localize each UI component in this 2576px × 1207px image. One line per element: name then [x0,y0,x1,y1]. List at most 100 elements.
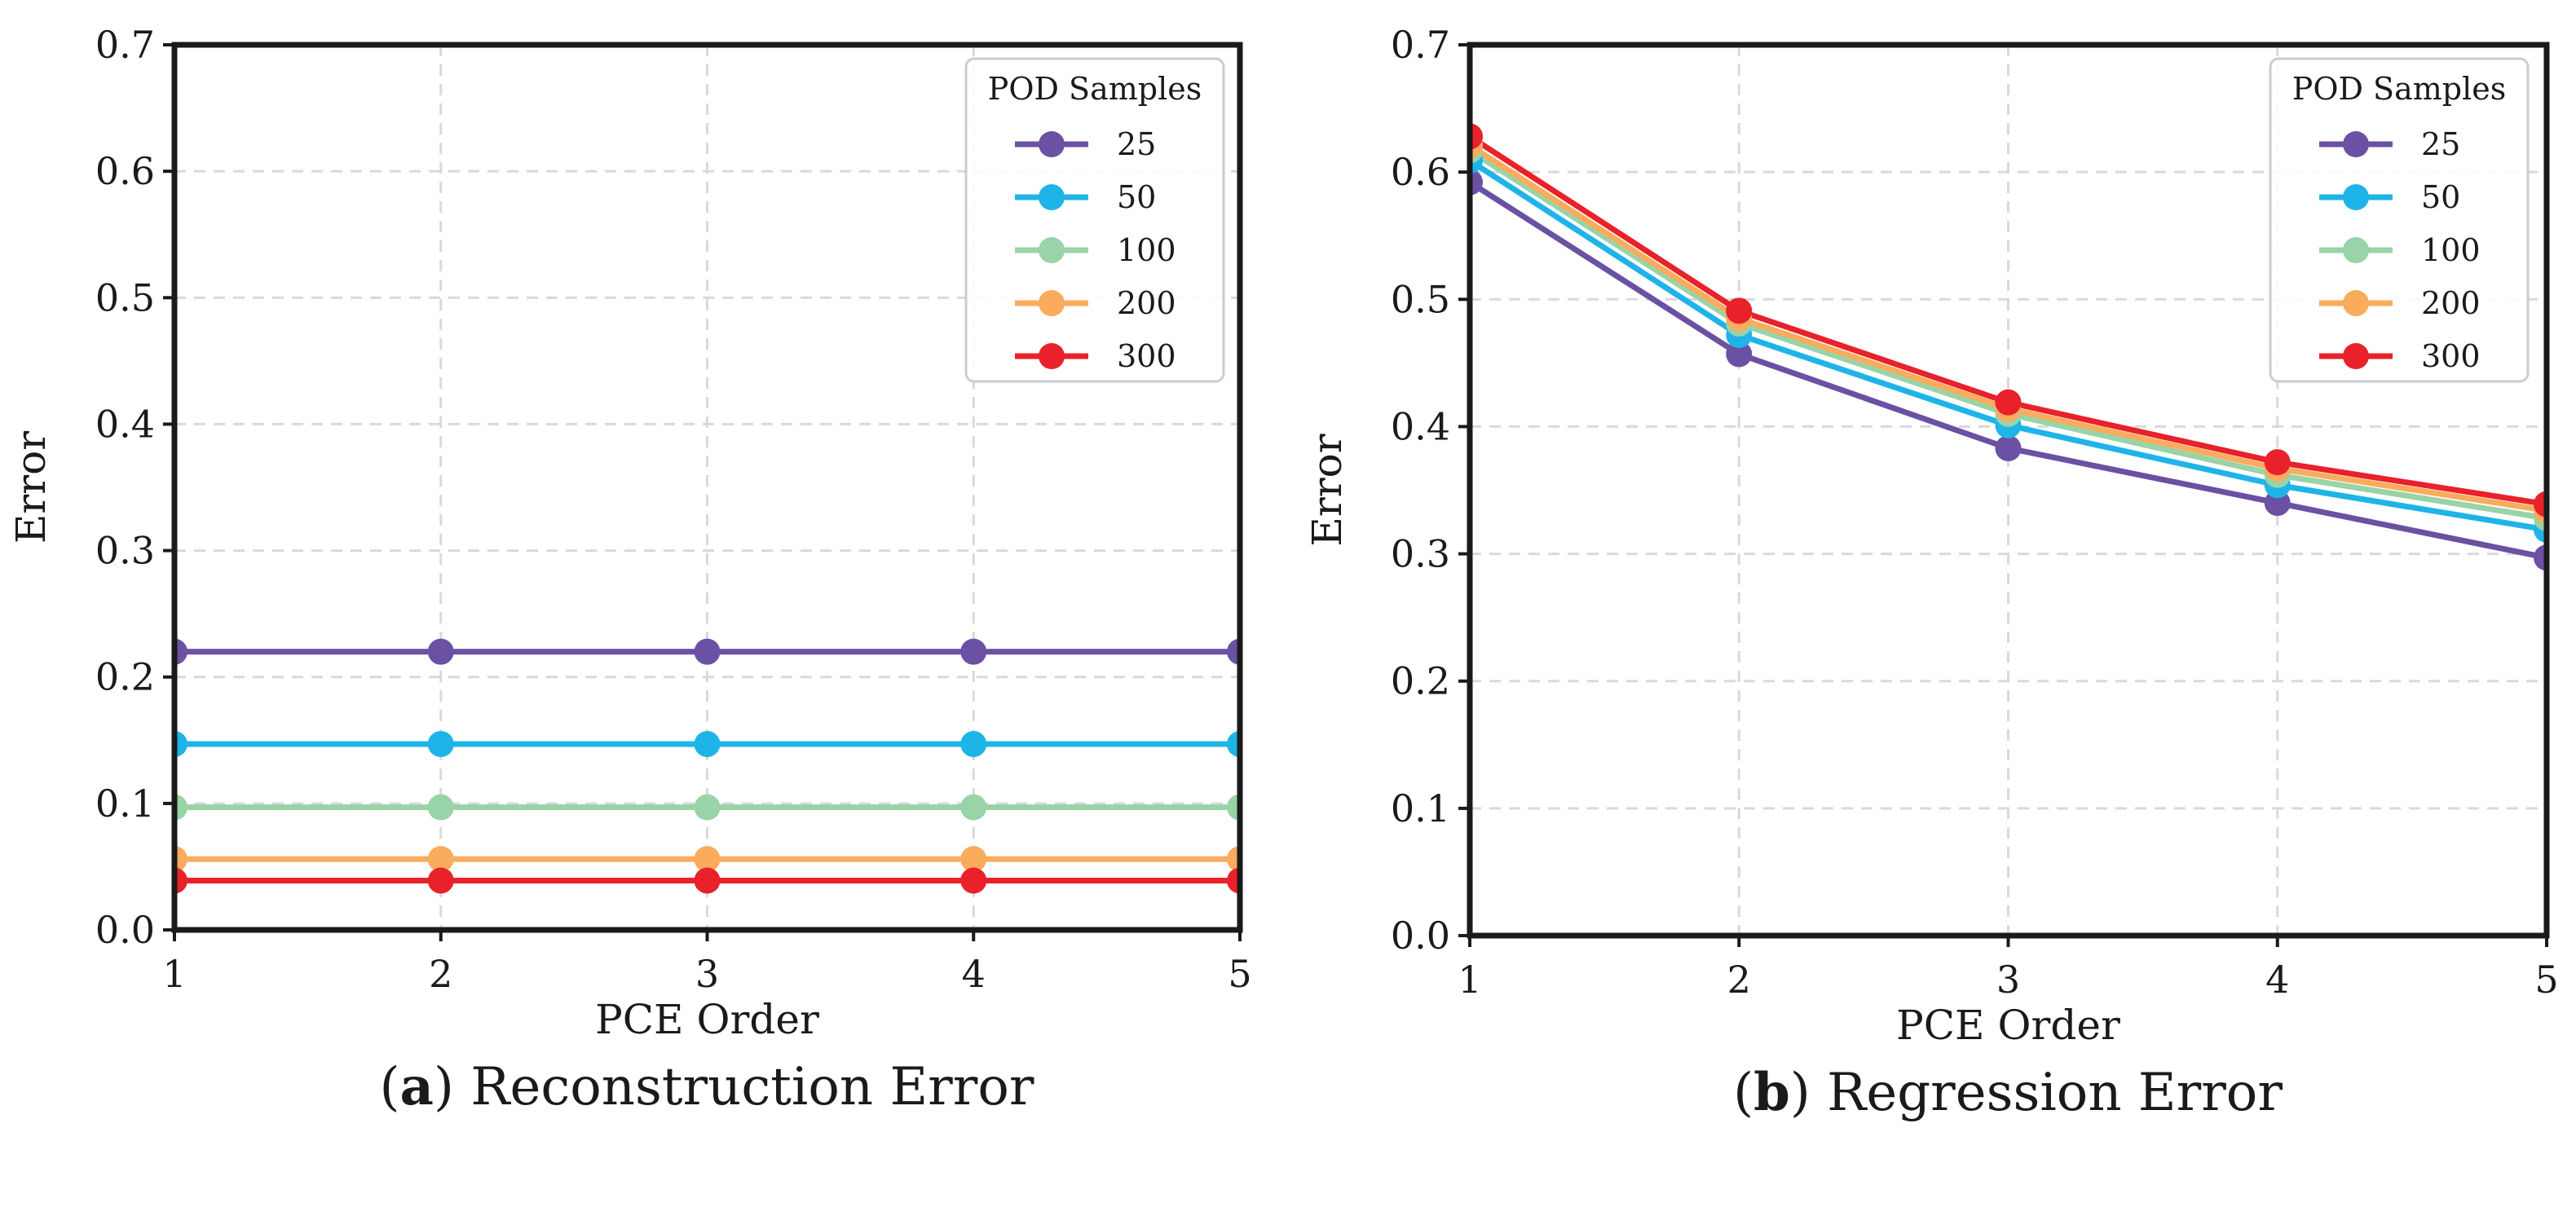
data-point-300 [2264,449,2291,476]
legend-box [2269,57,2530,383]
data-point-200 [427,846,454,873]
data-point-50 [1227,730,1240,757]
data-point-100 [960,794,987,821]
x-tick-label: 5 [1228,952,1251,996]
data-point-300 [694,867,721,894]
x-tick-label: 1 [162,952,186,996]
x-tick-label: 4 [2265,958,2289,1002]
legend-label-100: 100 [1117,232,1176,268]
y-tick-label: 0.6 [1391,150,1450,194]
y-tick-label: 0.0 [95,908,155,952]
legend-label-50: 50 [2421,179,2460,215]
caption-letter: b [1753,1062,1790,1123]
legend-marker-200 [2343,290,2369,316]
data-point-200 [174,846,187,873]
y-axis-title: Error [1303,434,1351,546]
plot-area [1470,123,2547,571]
data-point-25 [174,638,187,665]
x-tick-label: 2 [429,952,452,996]
y-tick-label: 0.4 [1391,404,1450,448]
data-point-100 [174,794,187,821]
x-tick-label: 5 [2534,958,2558,1002]
data-point-50 [960,730,987,757]
data-point-25 [1995,434,2022,461]
caption-open-paren: ( [380,1057,400,1117]
y-tick-label: 0.7 [1391,23,1450,67]
data-point-25 [427,638,454,665]
chart-regression-error: 1 2 3 4 5 0.0 0.1 0.2 0.3 0.4 0.5 0.6 0.7 PCE Order Er… [1303,23,2559,1123]
y-tick-label: 0.7 [95,23,155,67]
legend-marker-25 [1039,131,1065,157]
data-point-50 [174,730,187,757]
y-axis-title: Error [7,431,55,544]
data-point-300 [1470,123,1483,150]
caption-text: Reconstruction Error [470,1057,1034,1117]
data-point-25 [1227,638,1240,665]
legend-box [964,57,1225,383]
legend-label-25: 25 [2421,126,2460,162]
caption: (b) Regression Error [1733,1062,2283,1123]
legend-title: POD Samples [988,71,1202,107]
data-point-50 [694,730,721,757]
caption: (a) Reconstruction Error [380,1056,1034,1117]
data-point-300 [1995,389,2022,416]
caption-close-paren: ) [434,1057,470,1117]
y-tick-label: 0.5 [1391,277,1450,321]
data-point-100 [694,794,721,821]
y-tick-label: 0.2 [95,655,155,699]
data-point-25 [694,638,721,665]
data-point-100 [427,794,454,821]
caption-open-paren: ( [1733,1063,1753,1123]
data-point-25 [1470,169,1483,196]
x-tick-label: 1 [1458,958,1481,1002]
x-tick-label: 3 [695,952,719,996]
data-point-300 [174,867,187,894]
legend-marker-200 [1039,290,1065,316]
legend: POD Samples 25 50 100 200 300 [964,57,1225,383]
y-tick-label: 0.0 [1391,914,1450,958]
data-point-300 [1726,297,1753,324]
legend-marker-300 [2343,343,2369,369]
legend-marker-100 [1039,237,1065,263]
x-tick-label: 2 [1727,958,1751,1002]
caption-letter: a [400,1056,434,1117]
y-tick-label: 0.5 [95,275,155,319]
x-axis-title: PCE Order [1896,1002,2120,1049]
x-tick-label: 3 [1996,958,2020,1002]
legend-label-25: 25 [1117,126,1156,162]
y-tick-label: 0.3 [95,529,155,573]
x-axis-title: PCE Order [595,996,819,1043]
legend-label-300: 300 [1117,338,1176,374]
legend-label-200: 200 [1117,285,1176,321]
legend: POD Samples 25 50 100 200 300 [2269,57,2530,383]
y-tick-label: 0.2 [1391,659,1450,703]
caption-text: Regression Error [1827,1063,2283,1123]
legend-marker-50 [1039,184,1065,210]
data-point-200 [694,846,721,873]
data-point-25 [2264,490,2291,517]
y-tick-label: 0.6 [95,149,155,193]
data-point-300 [960,867,987,894]
y-tick-label: 0.3 [1391,532,1450,576]
legend-label-200: 200 [2421,285,2481,321]
plot-area [174,638,1240,894]
y-tick-label: 0.1 [95,782,155,826]
legend-marker-50 [2343,184,2369,210]
legend-marker-100 [2343,237,2369,263]
legend-marker-25 [2343,131,2369,157]
data-point-300 [1227,867,1240,894]
x-tick-label: 4 [962,952,986,996]
legend-title: POD Samples [2292,71,2506,107]
data-point-300 [2534,491,2547,518]
data-point-200 [1227,846,1240,873]
legend-marker-300 [1039,343,1065,369]
caption-close-paren: ) [1790,1063,1827,1123]
data-point-50 [427,730,454,757]
data-point-25 [1726,341,1753,368]
data-point-300 [427,867,454,894]
legend-label-100: 100 [2421,232,2481,268]
legend-label-50: 50 [1117,179,1156,215]
data-point-25 [960,638,987,665]
y-tick-label: 0.1 [1391,786,1450,830]
